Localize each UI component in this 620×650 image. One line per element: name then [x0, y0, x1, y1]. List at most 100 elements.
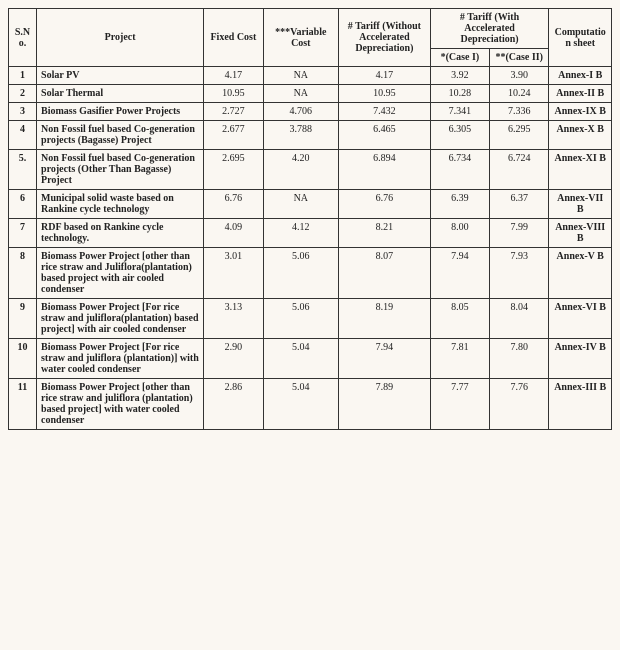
cell-comp: Annex-XI B: [549, 150, 612, 190]
cell-tariff-c1: 7.341: [430, 103, 489, 121]
cell-tariff-c1: 7.94: [430, 248, 489, 299]
cell-comp: Annex-II B: [549, 85, 612, 103]
cell-project: Biomass Power Project [For rice straw an…: [37, 299, 204, 339]
cell-tariff-c2: 7.336: [490, 103, 549, 121]
cell-tariff-without: 6.894: [339, 150, 431, 190]
cell-tariff-c2: 8.04: [490, 299, 549, 339]
table-row: 6Municipal solid waste based on Rankine …: [9, 190, 612, 219]
table-row: 3Biomass Gasifier Power Projects2.7274.7…: [9, 103, 612, 121]
col-tariff-case1: *(Case I): [430, 49, 489, 67]
cell-tariff-c1: 6.734: [430, 150, 489, 190]
cell-fixed: 6.76: [204, 190, 263, 219]
cell-sno: 7: [9, 219, 37, 248]
col-tariff-without: # Tariff (Without Accelerated Depreciati…: [339, 9, 431, 67]
cell-sno: 6: [9, 190, 37, 219]
cell-tariff-without: 6.465: [339, 121, 431, 150]
cell-sno: 5.: [9, 150, 37, 190]
cell-sno: 10: [9, 339, 37, 379]
cell-comp: Annex-VIII B: [549, 219, 612, 248]
cell-tariff-c2: 7.76: [490, 379, 549, 430]
cell-tariff-c1: 6.39: [430, 190, 489, 219]
cell-project: Biomass Power Project [For rice straw an…: [37, 339, 204, 379]
table-row: 2Solar Thermal10.95NA10.9510.2810.24Anne…: [9, 85, 612, 103]
cell-comp: Annex-X B: [549, 121, 612, 150]
cell-project: Non Fossil fuel based Co-generation proj…: [37, 150, 204, 190]
table-row: 9Biomass Power Project [For rice straw a…: [9, 299, 612, 339]
cell-tariff-without: 8.07: [339, 248, 431, 299]
cell-project: Biomass Power Project [other than rice s…: [37, 379, 204, 430]
cell-variable: 5.04: [263, 379, 339, 430]
cell-tariff-c2: 7.99: [490, 219, 549, 248]
cell-tariff-without: 7.89: [339, 379, 431, 430]
cell-comp: Annex-I B: [549, 67, 612, 85]
cell-fixed: 2.90: [204, 339, 263, 379]
cell-variable: NA: [263, 190, 339, 219]
cell-project: Biomass Power Project [other than rice s…: [37, 248, 204, 299]
col-comp: Computation sheet: [549, 9, 612, 67]
cell-comp: Annex-IV B: [549, 339, 612, 379]
cell-tariff-without: 4.17: [339, 67, 431, 85]
cell-sno: 2: [9, 85, 37, 103]
cell-tariff-c2: 10.24: [490, 85, 549, 103]
table-row: 1Solar PV4.17NA4.173.923.90Annex-I B: [9, 67, 612, 85]
cell-variable: 4.20: [263, 150, 339, 190]
cell-tariff-c2: 7.80: [490, 339, 549, 379]
col-tariff-with: # Tariff (With Accelerated Depreciation): [430, 9, 549, 49]
cell-tariff-c1: 8.00: [430, 219, 489, 248]
cell-variable: 3.788: [263, 121, 339, 150]
table-header: S.No. Project Fixed Cost ***Variable Cos…: [9, 9, 612, 67]
col-fixed: Fixed Cost: [204, 9, 263, 67]
table-row: 5.Non Fossil fuel based Co-generation pr…: [9, 150, 612, 190]
cell-project: Solar PV: [37, 67, 204, 85]
cell-tariff-c1: 7.81: [430, 339, 489, 379]
cell-tariff-c2: 3.90: [490, 67, 549, 85]
cell-tariff-c2: 6.295: [490, 121, 549, 150]
cell-variable: 4.12: [263, 219, 339, 248]
cell-fixed: 2.86: [204, 379, 263, 430]
cell-fixed: 2.727: [204, 103, 263, 121]
cell-project: Biomass Gasifier Power Projects: [37, 103, 204, 121]
cell-fixed: 4.09: [204, 219, 263, 248]
tariff-table: S.No. Project Fixed Cost ***Variable Cos…: [8, 8, 612, 430]
cell-variable: 4.706: [263, 103, 339, 121]
cell-tariff-c1: 10.28: [430, 85, 489, 103]
cell-variable: NA: [263, 85, 339, 103]
cell-tariff-c2: 7.93: [490, 248, 549, 299]
col-variable: ***Variable Cost: [263, 9, 339, 67]
cell-sno: 3: [9, 103, 37, 121]
cell-project: Municipal solid waste based on Rankine c…: [37, 190, 204, 219]
cell-comp: Annex-III B: [549, 379, 612, 430]
cell-sno: 4: [9, 121, 37, 150]
table-row: 10Biomass Power Project [For rice straw …: [9, 339, 612, 379]
cell-tariff-without: 8.21: [339, 219, 431, 248]
cell-comp: Annex-V B: [549, 248, 612, 299]
cell-tariff-c2: 6.724: [490, 150, 549, 190]
cell-project: Solar Thermal: [37, 85, 204, 103]
cell-variable: NA: [263, 67, 339, 85]
cell-tariff-c1: 8.05: [430, 299, 489, 339]
cell-sno: 1: [9, 67, 37, 85]
col-sno: S.No.: [9, 9, 37, 67]
table-body: 1Solar PV4.17NA4.173.923.90Annex-I B2Sol…: [9, 67, 612, 430]
cell-fixed: 3.13: [204, 299, 263, 339]
cell-tariff-without: 7.94: [339, 339, 431, 379]
col-tariff-case2: **(Case II): [490, 49, 549, 67]
cell-tariff-without: 8.19: [339, 299, 431, 339]
cell-project: Non Fossil fuel based Co-generation proj…: [37, 121, 204, 150]
cell-tariff-c1: 6.305: [430, 121, 489, 150]
table-row: 8Biomass Power Project [other than rice …: [9, 248, 612, 299]
table-row: 7RDF based on Rankine cycle technology.4…: [9, 219, 612, 248]
cell-fixed: 4.17: [204, 67, 263, 85]
cell-fixed: 2.677: [204, 121, 263, 150]
cell-fixed: 10.95: [204, 85, 263, 103]
cell-comp: Annex-VI B: [549, 299, 612, 339]
table-row: 4Non Fossil fuel based Co-generation pro…: [9, 121, 612, 150]
cell-fixed: 3.01: [204, 248, 263, 299]
table-row: 11Biomass Power Project [other than rice…: [9, 379, 612, 430]
cell-variable: 5.06: [263, 299, 339, 339]
cell-sno: 9: [9, 299, 37, 339]
cell-comp: Annex-VII B: [549, 190, 612, 219]
cell-project: RDF based on Rankine cycle technology.: [37, 219, 204, 248]
col-project: Project: [37, 9, 204, 67]
cell-variable: 5.06: [263, 248, 339, 299]
